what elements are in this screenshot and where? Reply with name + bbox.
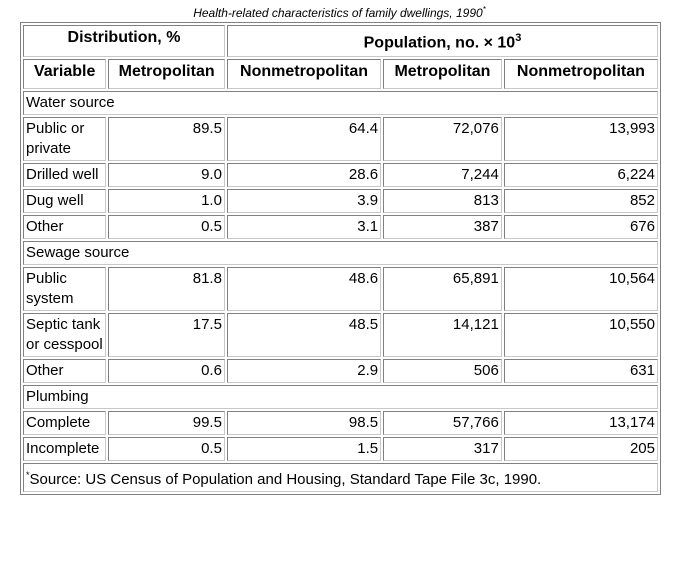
col-header-metropolitan-pop: Metropolitan	[383, 59, 502, 89]
table-row: Other 0.5 3.1 387 676	[23, 215, 658, 239]
header-row-groups: Distribution, % Population, no. × 103	[23, 25, 658, 57]
section-title: Sewage source	[23, 241, 658, 265]
section-title: Plumbing	[23, 385, 658, 409]
cell-distribution-nonmetropolitan: 3.1	[226, 215, 382, 239]
section-title: Water source	[23, 91, 658, 115]
col-header-nonmetropolitan-pop: Nonmetropolitan	[503, 59, 658, 89]
cell-population-metropolitan: 387	[383, 215, 502, 239]
cell-distribution-metropolitan: 0.6	[108, 359, 225, 383]
cell-variable: Public or private	[23, 117, 107, 161]
health-characteristics-table: Distribution, % Population, no. × 103 Va…	[20, 22, 661, 495]
table-caption: Health-related characteristics of family…	[0, 6, 679, 21]
table-row: Other 0.6 2.9 506 631	[23, 359, 658, 383]
cell-distribution-metropolitan: 0.5	[108, 215, 225, 239]
header-row-columns: Variable Metropolitan Nonmetropolitan Me…	[23, 59, 658, 89]
cell-population-metropolitan: 317	[383, 437, 502, 461]
section-row: Water source	[23, 91, 658, 115]
cell-variable: Complete	[23, 411, 107, 435]
cell-distribution-nonmetropolitan: 28.6	[226, 163, 382, 187]
cell-variable: Dug well	[23, 189, 107, 213]
cell-variable: Other	[23, 359, 107, 383]
col-header-variable: Variable	[23, 59, 107, 89]
section-row: Plumbing	[23, 385, 658, 409]
cell-population-metropolitan: 813	[383, 189, 502, 213]
cell-population-nonmetropolitan: 205	[503, 437, 658, 461]
cell-population-metropolitan: 506	[383, 359, 502, 383]
cell-population-nonmetropolitan: 852	[503, 189, 658, 213]
table-row: Drilled well 9.0 28.6 7,244 6,224	[23, 163, 658, 187]
cell-population-metropolitan: 65,891	[383, 267, 502, 311]
cell-distribution-nonmetropolitan: 2.9	[226, 359, 382, 383]
cell-distribution-metropolitan: 1.0	[108, 189, 225, 213]
cell-population-nonmetropolitan: 13,174	[503, 411, 658, 435]
table-row: Septic tank or cesspool 17.5 48.5 14,121 10,…	[23, 313, 658, 357]
caption-text: Health-related characteristics of family…	[193, 6, 483, 20]
cell-population-nonmetropolitan: 6,224	[503, 163, 658, 187]
table-row: Public or private 89.5 64.4 72,076 13,993	[23, 117, 658, 161]
cell-distribution-metropolitan: 89.5	[108, 117, 225, 161]
cell-population-nonmetropolitan: 631	[503, 359, 658, 383]
cell-distribution-nonmetropolitan: 3.9	[226, 189, 382, 213]
footnote-row: *Source: US Census of Population and Hou…	[23, 463, 658, 492]
table-row: Incomplete 0.5 1.5 317 205	[23, 437, 658, 461]
section-row: Sewage source	[23, 241, 658, 265]
cell-distribution-nonmetropolitan: 98.5	[226, 411, 382, 435]
col-header-nonmetropolitan-pct: Nonmetropolitan	[226, 59, 382, 89]
header-distribution: Distribution, %	[23, 25, 225, 57]
footnote: *Source: US Census of Population and Hou…	[23, 463, 658, 492]
cell-distribution-metropolitan: 9.0	[108, 163, 225, 187]
cell-variable: Other	[23, 215, 107, 239]
cell-variable: Septic tank or cesspool	[23, 313, 107, 357]
cell-distribution-nonmetropolitan: 1.5	[226, 437, 382, 461]
cell-population-metropolitan: 7,244	[383, 163, 502, 187]
cell-population-nonmetropolitan: 676	[503, 215, 658, 239]
cell-distribution-metropolitan: 0.5	[108, 437, 225, 461]
table-row: Public system 81.8 48.6 65,891 10,564	[23, 267, 658, 311]
footnote-mark: *	[26, 470, 30, 480]
cell-distribution-metropolitan: 17.5	[108, 313, 225, 357]
cell-population-nonmetropolitan: 13,993	[503, 117, 658, 161]
cell-variable: Drilled well	[23, 163, 107, 187]
footnote-text: Source: US Census of Population and Hous…	[29, 471, 542, 488]
caption-footnote-mark: *	[482, 5, 486, 14]
cell-population-nonmetropolitan: 10,564	[503, 267, 658, 311]
table-row: Dug well 1.0 3.9 813 852	[23, 189, 658, 213]
table-row: Complete 99.5 98.5 57,766 13,174	[23, 411, 658, 435]
cell-population-metropolitan: 72,076	[383, 117, 502, 161]
cell-population-nonmetropolitan: 10,550	[503, 313, 658, 357]
cell-population-metropolitan: 57,766	[383, 411, 502, 435]
cell-variable: Public system	[23, 267, 107, 311]
cell-variable: Incomplete	[23, 437, 107, 461]
header-population-exponent: 3	[515, 32, 522, 44]
header-population: Population, no. × 103	[226, 25, 658, 57]
cell-distribution-metropolitan: 99.5	[108, 411, 225, 435]
header-population-label: Population, no. × 10	[363, 34, 516, 52]
col-header-metropolitan-pct: Metropolitan	[108, 59, 225, 89]
cell-distribution-nonmetropolitan: 64.4	[226, 117, 382, 161]
cell-distribution-nonmetropolitan: 48.6	[226, 267, 382, 311]
cell-population-metropolitan: 14,121	[383, 313, 502, 357]
cell-distribution-nonmetropolitan: 48.5	[226, 313, 382, 357]
cell-distribution-metropolitan: 81.8	[108, 267, 225, 311]
